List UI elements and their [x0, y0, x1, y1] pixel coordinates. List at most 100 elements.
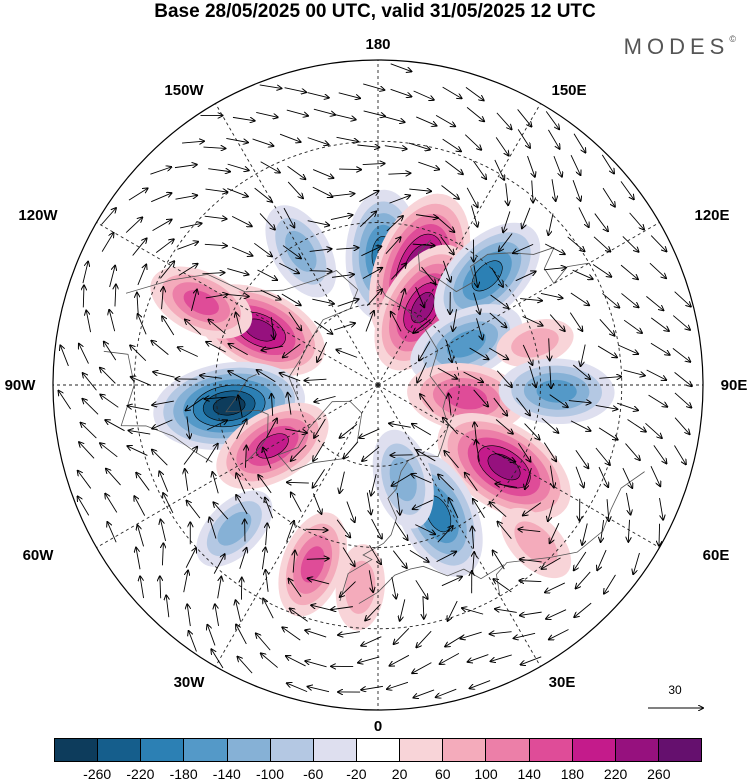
colorbar-tick-label: 220 [603, 766, 628, 782]
wind-vector [650, 342, 670, 355]
colorbar-swatch [615, 739, 659, 761]
wind-vector [307, 137, 329, 145]
wind-vector [339, 471, 345, 493]
wind-vector [409, 189, 431, 191]
colorbar-tick-label: -20 [346, 766, 367, 782]
wind-vector [127, 446, 148, 456]
wind-vector [473, 160, 486, 179]
colorbar-swatch [270, 739, 314, 761]
wind-vector [383, 115, 404, 122]
colorbar-swatch [313, 739, 357, 761]
wind-vector [153, 372, 175, 378]
wind-vector [183, 447, 197, 465]
wind-vector [573, 133, 585, 153]
colorbar-swatch [658, 739, 702, 761]
wind-vector [252, 138, 274, 146]
wind-vector [650, 317, 669, 331]
wind-vector [390, 263, 406, 280]
wind-vector [86, 311, 92, 333]
wind-vector [162, 543, 163, 566]
wind-vector [494, 159, 504, 180]
wind-vector [570, 154, 580, 175]
contour-level [445, 385, 488, 410]
wind-vector [306, 559, 329, 560]
contour-level [212, 396, 246, 416]
wind-vector [435, 114, 455, 126]
wind-vector [649, 262, 666, 278]
wind-vector [550, 465, 553, 488]
wind-vector [627, 419, 646, 431]
wind-vector [473, 389, 488, 407]
wind-vector [182, 141, 204, 143]
wind-vector [646, 369, 667, 380]
wind-vector [517, 129, 530, 148]
wind-vector [650, 235, 666, 252]
wind-vector [365, 311, 374, 332]
wind-vector [257, 269, 277, 280]
wind-vector [105, 420, 125, 432]
wind-vector [332, 194, 355, 197]
wind-vector [469, 347, 489, 359]
wind-vector [386, 216, 403, 232]
colorbar-tick-label: -60 [303, 766, 324, 782]
meridian-line [377, 222, 660, 386]
wind-vector [650, 466, 660, 486]
wind-vector [545, 582, 566, 592]
wind-vector [476, 318, 482, 339]
wind-vector [442, 138, 461, 151]
wind-vector [265, 498, 274, 519]
wind-vector [620, 264, 638, 279]
wind-vector [569, 312, 582, 331]
contour-level [285, 230, 317, 272]
wind-vector [453, 309, 457, 331]
coastline [358, 564, 505, 604]
wind-vector [128, 406, 150, 411]
wind-vector [445, 160, 463, 174]
wind-vector [441, 577, 462, 587]
wind-vector [621, 293, 638, 307]
wind-vector [522, 207, 531, 228]
anomaly-kazakh-high [500, 507, 572, 579]
wind-vector [409, 549, 429, 562]
wind-vector [109, 266, 115, 288]
wind-vector [83, 285, 84, 308]
wind-vector [283, 207, 294, 227]
wind-vector [361, 685, 384, 690]
wind-vector [339, 169, 361, 170]
wind-vector [622, 467, 632, 488]
wind-vector [282, 245, 301, 259]
wind-vector [162, 287, 164, 310]
wind-vector [215, 604, 220, 627]
wind-vector [443, 418, 458, 435]
wind-vector [391, 312, 402, 332]
meridian-line [377, 384, 541, 667]
wind-vector [213, 502, 229, 520]
wind-vector [493, 397, 507, 415]
wind-vector [226, 294, 249, 296]
wind-vector [493, 550, 505, 570]
wind-vector [236, 419, 247, 440]
wind-vector [314, 395, 336, 402]
wind-vector [100, 368, 116, 384]
wind-vector [371, 473, 377, 495]
wind-vector [134, 496, 146, 516]
meridian-line [96, 384, 379, 548]
wind-vector [442, 86, 462, 98]
wind-vector [178, 264, 198, 276]
wind-vector [617, 402, 638, 410]
wind-vector [174, 165, 197, 168]
wind-vector [60, 345, 69, 367]
contour-level [300, 546, 325, 583]
wind-vector [189, 631, 197, 652]
meridian-line [96, 222, 379, 386]
wind-vector [311, 605, 333, 611]
lon-label-120w: 120W [18, 207, 58, 224]
wind-vector [105, 494, 118, 513]
meridian-line [377, 103, 541, 386]
wind-vector [604, 574, 616, 594]
wind-vector [413, 499, 433, 509]
colorbar-tick-label: 20 [391, 766, 408, 782]
wind-vector [236, 600, 242, 622]
wind-vector [518, 442, 530, 461]
wind-vector [82, 399, 99, 415]
